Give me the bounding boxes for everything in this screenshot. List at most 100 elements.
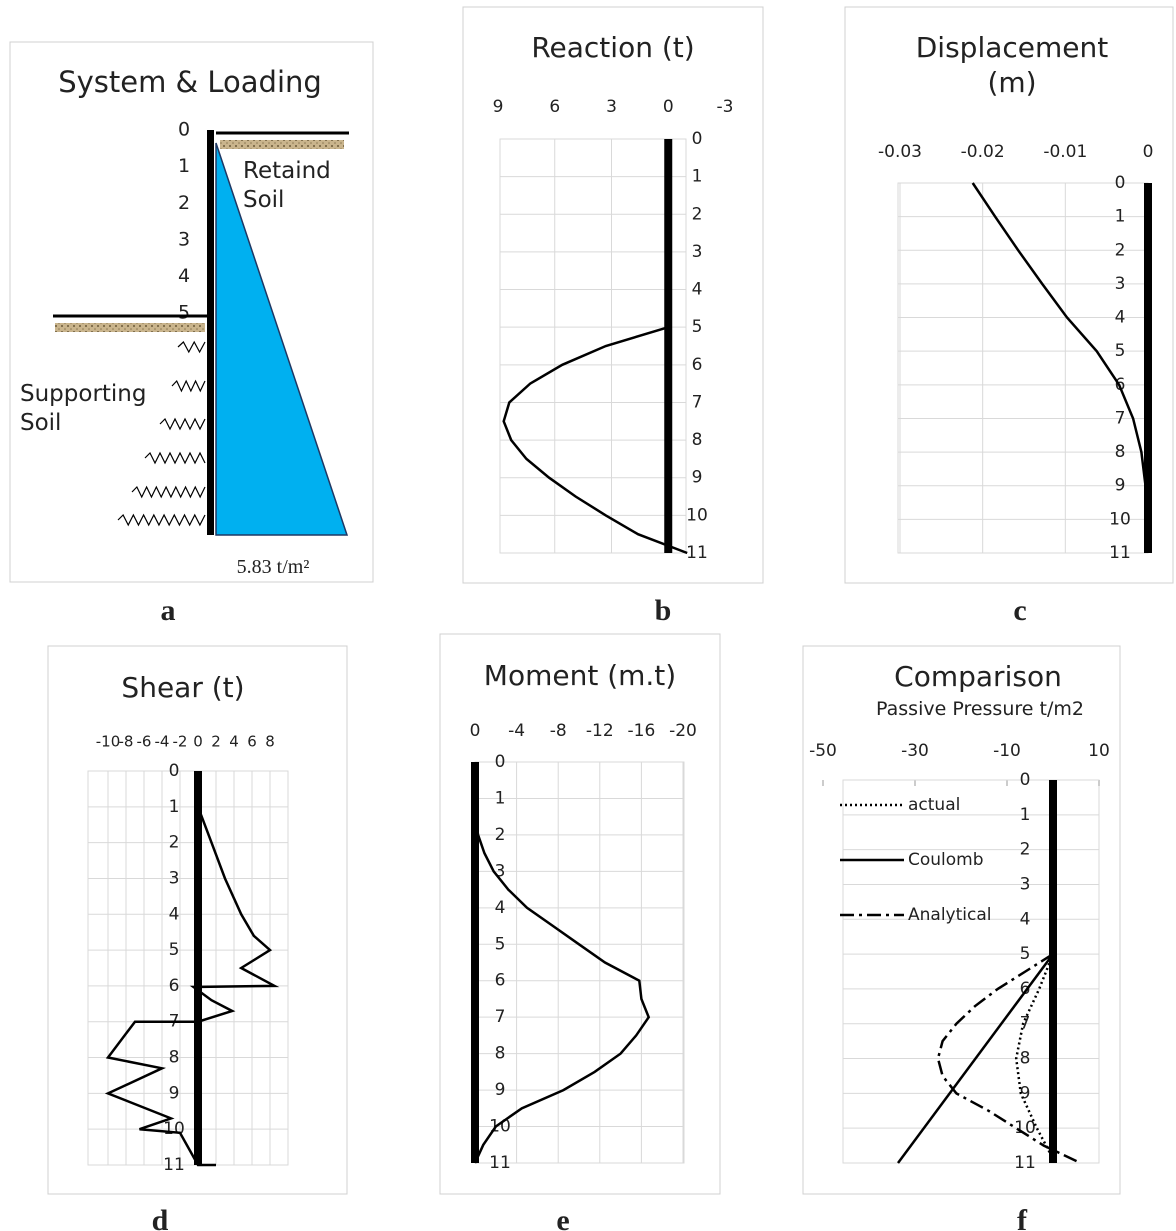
legend-label: actual — [908, 795, 960, 815]
x-tick-label: -10 — [993, 741, 1021, 761]
depth-tick-label: 1 — [1020, 805, 1031, 825]
depth-tick-label: 0 — [1020, 770, 1031, 790]
depth-tick-label: 2 — [495, 825, 506, 845]
depth-tick-label: 1 — [169, 797, 180, 817]
depth-tick-label: 1 — [692, 167, 703, 187]
supporting-soil — [55, 323, 205, 332]
depth-tick-label: 0 — [692, 129, 703, 149]
depth-tick-label: 3 — [1020, 874, 1031, 894]
spring — [159, 417, 206, 431]
depth-tick-label: 10 — [1014, 1118, 1036, 1138]
x-tick-label: 9 — [493, 97, 504, 117]
x-tick-label: 0 — [663, 97, 674, 117]
x-tick-label: 6 — [247, 733, 257, 751]
spring — [131, 485, 206, 499]
x-tick-label: -12 — [586, 721, 614, 741]
annotation: Retaind Soil — [243, 158, 331, 213]
depth-tick-label: 9 — [692, 468, 703, 488]
annotation: Supporting Soil — [20, 381, 147, 436]
x-tick-label: -6 — [137, 733, 152, 751]
depth-tick-label: 9 — [1020, 1083, 1031, 1103]
depth-tick-label: 11 — [163, 1155, 185, 1175]
depth-tick-label: 11 — [489, 1153, 511, 1173]
chart-title: Displacement (m) — [915, 31, 1109, 99]
depth-tick-label: 4 — [495, 898, 506, 918]
x-tick-label: 4 — [229, 733, 239, 751]
depth-tick-label: 5 — [1020, 944, 1031, 964]
depth-tick-label: 6 — [692, 355, 703, 375]
depth-tick-label: 10 — [686, 505, 708, 525]
data-line — [473, 816, 651, 1164]
panel-label: a — [160, 594, 176, 627]
depth-tick-label: 9 — [169, 1083, 180, 1103]
chart-title: Reaction (t) — [531, 31, 695, 64]
load-diagram — [215, 142, 349, 536]
depth-tick-label: 1 — [495, 788, 506, 808]
depth-tick-label: 6 — [169, 976, 180, 996]
panel-label: d — [151, 1204, 169, 1231]
x-tick-label: -30 — [901, 741, 929, 761]
load-label: 5.83 t/m² — [236, 556, 310, 578]
depth-tick-label: 7 — [1115, 408, 1126, 428]
x-tick-label: 0 — [1143, 142, 1154, 162]
depth-tick-label: 0 — [495, 752, 506, 772]
plot-frame — [897, 182, 1149, 554]
chart-title: Shear (t) — [121, 671, 245, 704]
x-tick-label: -8 — [119, 733, 134, 751]
depth-tick-label: 4 — [1115, 308, 1126, 328]
depth-tick-label: 10 — [1109, 509, 1131, 529]
plot-frame — [87, 770, 289, 1166]
depth-tick-label: 3 — [692, 242, 703, 262]
x-tick-label: -3 — [717, 97, 734, 117]
panel-label: e — [556, 1204, 570, 1231]
data-line — [502, 326, 688, 555]
depth-tick-label: 5 — [178, 302, 190, 324]
depth-tick-label: 3 — [178, 228, 190, 250]
panel-label: f — [1017, 1204, 1027, 1231]
depth-tick-label: 2 — [692, 204, 703, 224]
panel-frame — [9, 41, 374, 583]
depth-tick-label: 7 — [1020, 1014, 1031, 1034]
x-tick-label: 6 — [549, 97, 560, 117]
spring — [117, 513, 206, 527]
depth-tick-label: 11 — [1014, 1153, 1036, 1173]
chart-title: Moment (m.t) — [483, 659, 677, 692]
plot-frame — [842, 779, 1100, 1164]
depth-tick-label: 9 — [1115, 476, 1126, 496]
spring — [171, 379, 206, 393]
depth-tick-label: 7 — [495, 1007, 506, 1027]
chart-subtitle: Passive Pressure t/m2 — [876, 698, 1084, 720]
panel-label: b — [654, 594, 672, 627]
depth-tick-label: 4 — [1020, 909, 1031, 929]
depth-tick-label: 11 — [686, 543, 708, 563]
x-tick-label: -20 — [669, 721, 697, 741]
panel-label: c — [1013, 594, 1027, 627]
depth-tick-label: 1 — [1115, 207, 1126, 227]
chart-title: Comparison — [894, 660, 1062, 693]
data-line — [971, 182, 1150, 554]
panel-frame — [844, 6, 1174, 584]
legend-label: Coulomb — [908, 850, 984, 870]
depth-tick-label: 5 — [495, 934, 506, 954]
depth-tick-label: 2 — [1115, 240, 1126, 260]
data-line — [1014, 953, 1057, 1164]
x-tick-label: 10 — [1088, 741, 1110, 761]
panel-frame — [802, 645, 1121, 1195]
x-tick-label: -4 — [155, 733, 170, 751]
x-tick-label: -0.01 — [1043, 142, 1087, 162]
x-tick-label: -0.02 — [961, 142, 1005, 162]
spring — [144, 451, 206, 465]
depth-tick-label: 5 — [169, 940, 180, 960]
data-line — [896, 953, 1055, 1164]
x-tick-label: -0.03 — [878, 142, 922, 162]
depth-tick-label: 4 — [178, 265, 190, 287]
x-tick-label: 0 — [470, 721, 481, 741]
depth-tick-label: 8 — [169, 1048, 180, 1068]
legend-label: Analytical — [908, 905, 991, 925]
depth-tick-label: 11 — [1109, 543, 1131, 563]
depth-tick-label: 0 — [178, 119, 190, 141]
plot-frame — [474, 761, 685, 1164]
x-tick-label: 0 — [193, 733, 203, 751]
x-tick-label: -50 — [809, 741, 837, 761]
